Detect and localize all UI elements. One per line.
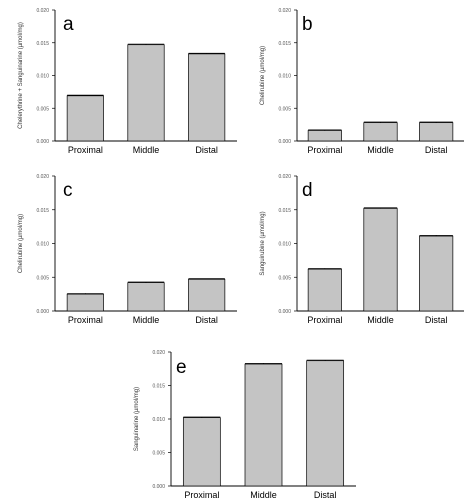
- y-axis-label: Sanguirubine (µmol/mg): [260, 211, 266, 275]
- y-tick-label: 0.010: [278, 242, 291, 248]
- bar-distal: [419, 235, 454, 312]
- bar-middle: [127, 44, 165, 142]
- y-tick-label: 0.005: [278, 106, 291, 112]
- panel-b: 0.000 0.005 0.010 0.015 0.020 Chelirubine (µm…: [260, 8, 464, 155]
- x-tick-label: Proximal: [307, 315, 342, 325]
- y-tick-label: 0.020: [36, 174, 49, 180]
- y-tick-label: 0.000: [36, 139, 49, 145]
- y-tick-label: 0.015: [36, 208, 49, 214]
- bar-distal: [419, 122, 454, 142]
- x-tick-label: Proximal: [68, 145, 103, 155]
- panel-letter: a: [63, 14, 74, 35]
- x-tick-label: Middle: [133, 315, 160, 325]
- x-tick-label: Middle: [133, 145, 160, 155]
- y-tick-label: 0.010: [36, 242, 49, 248]
- y-tick-label: 0.005: [278, 275, 291, 281]
- y-axis-label: Chelirubine (µmol/mg): [18, 214, 24, 273]
- bar-proximal: [66, 293, 104, 312]
- y-tick-label: 0.000: [278, 139, 291, 145]
- y-tick-label: 0.020: [36, 8, 49, 14]
- panel-letter: b: [302, 14, 313, 35]
- y-tick-label: 0.010: [278, 74, 291, 80]
- y-tick-label: 0.020: [278, 174, 291, 180]
- panel-e: 0.000 0.005 0.010 0.015 0.020 Sanguinarine (µ…: [134, 350, 356, 500]
- y-tick-label: 0.000: [36, 309, 49, 315]
- bar-proximal: [307, 130, 342, 142]
- y-tick-label: 0.015: [36, 41, 49, 47]
- y-tick-label: 0.005: [36, 106, 49, 112]
- y-tick-label: 0.015: [278, 208, 291, 214]
- panel-letter: e: [176, 357, 187, 378]
- bar-distal: [188, 53, 226, 142]
- y-tick-label: 0.010: [36, 74, 49, 80]
- x-tick-label: Distal: [314, 490, 337, 500]
- bar-distal: [188, 278, 226, 312]
- panel-a: 0.000 0.005 0.010 0.015 0.020 Chelerythrine +…: [18, 8, 237, 155]
- y-tick-label: 0.010: [152, 417, 165, 423]
- x-tick-label: Proximal: [184, 490, 219, 500]
- panel-c: 0.000 0.005 0.010 0.015 0.020 Chelirubine (µm…: [18, 174, 237, 325]
- x-tick-label: Middle: [250, 490, 277, 500]
- bar-proximal: [182, 417, 221, 487]
- panel-d: 0.000 0.005 0.010 0.015 0.020 Sanguirubine (µ…: [260, 174, 464, 325]
- x-tick-label: Middle: [367, 315, 394, 325]
- x-tick-label: Proximal: [307, 145, 342, 155]
- y-axis-label: Sanguinarine (µmol/mg): [134, 387, 140, 451]
- y-tick-label: 0.020: [278, 8, 291, 14]
- bar-distal: [306, 360, 345, 487]
- y-tick-label: 0.000: [278, 309, 291, 315]
- x-tick-label: Distal: [195, 145, 218, 155]
- x-tick-label: Middle: [367, 145, 394, 155]
- bar-proximal: [66, 95, 104, 142]
- x-tick-label: Distal: [195, 315, 218, 325]
- panel-letter: d: [302, 180, 313, 201]
- bar-middle: [363, 122, 398, 142]
- x-tick-label: Proximal: [68, 315, 103, 325]
- bar-middle: [127, 282, 165, 312]
- bar-middle: [363, 208, 398, 312]
- y-tick-label: 0.015: [152, 384, 165, 390]
- y-tick-label: 0.015: [278, 41, 291, 47]
- y-axis-label: Chelirubine (µmol/mg): [260, 46, 266, 105]
- x-tick-label: Distal: [425, 315, 448, 325]
- y-tick-label: 0.000: [152, 484, 165, 490]
- bar-proximal: [307, 268, 342, 312]
- y-axis-label: Chelerythrine + Sanguinarine (µmol/mg): [18, 22, 24, 129]
- panel-letter: c: [63, 180, 73, 201]
- y-tick-label: 0.005: [36, 275, 49, 281]
- bar-middle: [244, 363, 283, 487]
- x-tick-label: Distal: [425, 145, 448, 155]
- y-tick-label: 0.020: [152, 350, 165, 356]
- y-tick-label: 0.005: [152, 451, 165, 457]
